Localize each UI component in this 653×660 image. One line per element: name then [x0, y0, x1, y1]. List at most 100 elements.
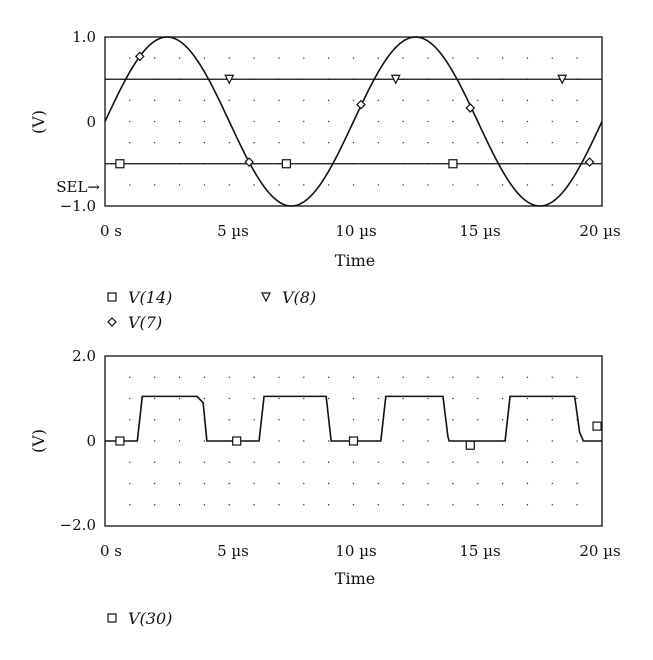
grid-dot — [576, 99, 578, 101]
grid-dot — [303, 99, 305, 101]
grid-dot — [203, 461, 205, 463]
y-tick-top-max: 1.0 — [72, 28, 96, 46]
grid-dot — [228, 142, 230, 144]
x-tick-top-0: 0 s — [100, 222, 122, 240]
grid-dot — [203, 57, 205, 59]
grid-dot — [477, 397, 479, 400]
grid-dot — [303, 142, 305, 144]
grid-dot — [278, 99, 280, 101]
grid-dot — [129, 397, 131, 400]
grid-dot — [452, 419, 454, 421]
grid-dot — [203, 184, 205, 186]
legend-square-marker — [107, 613, 117, 623]
grid-dot — [551, 504, 553, 506]
grid-dot — [303, 419, 305, 421]
grid-dot — [328, 99, 330, 101]
grid-dot — [154, 99, 156, 101]
grid-dot — [452, 461, 454, 463]
grid-dot — [502, 99, 504, 101]
grid-dot — [328, 120, 330, 123]
x-tick-bottom-5: 5 µs — [217, 542, 249, 560]
x-tick-bottom-15: 15 µs — [459, 542, 500, 560]
grid-dot — [377, 57, 379, 59]
grid-dot — [377, 376, 379, 378]
x-tick-top-10: 10 µs — [335, 222, 376, 240]
grid-dot — [154, 376, 156, 378]
grid-dot — [178, 120, 181, 123]
grid-dot — [303, 376, 305, 378]
grid-dot — [203, 397, 205, 400]
grid-dot — [129, 482, 131, 485]
grid-dot — [203, 482, 205, 485]
grid-dot — [228, 419, 230, 421]
grid-dot — [203, 99, 205, 101]
grid-dot — [576, 504, 578, 506]
grid-dot — [427, 440, 429, 442]
grid-dot — [228, 461, 230, 463]
grid-dot — [352, 142, 355, 144]
grid-dot — [502, 482, 504, 485]
legend-label-v30: V(30) — [128, 609, 172, 628]
series-v30-marker — [592, 421, 602, 431]
grid-dot — [377, 419, 379, 421]
grid-dot — [402, 440, 404, 442]
x-tick-top-15: 15 µs — [459, 222, 500, 240]
grid-dot — [502, 419, 504, 421]
series-v30-marker — [348, 436, 359, 446]
grid-dot — [178, 461, 181, 463]
grid-dot — [452, 142, 454, 144]
grid-dot — [328, 376, 330, 378]
grid-dot — [526, 184, 529, 186]
grid-dot — [526, 120, 529, 123]
grid-dot — [551, 142, 553, 144]
grid-dot — [278, 461, 280, 463]
grid-dot — [228, 57, 230, 59]
grid-dot — [154, 419, 156, 421]
grid-dot — [402, 120, 404, 123]
grid-dot — [203, 376, 205, 378]
grid-dot — [402, 376, 404, 378]
grid-dot — [402, 397, 404, 400]
grid-dot — [352, 482, 355, 485]
grid-dot — [427, 57, 429, 59]
grid-dot — [303, 482, 305, 485]
grid-dot — [178, 57, 181, 59]
grid-dot — [452, 504, 454, 506]
grid-dot — [303, 461, 305, 463]
grid-dot — [278, 376, 280, 378]
grid-dot — [228, 184, 230, 186]
grid-dot — [303, 120, 305, 123]
series-v8-marker — [224, 74, 235, 85]
grid-dot — [477, 99, 479, 101]
grid-dot — [352, 419, 355, 421]
grid-dot — [526, 482, 529, 485]
grid-dot — [452, 397, 454, 400]
grid-dot — [427, 397, 429, 400]
grid-dot — [328, 504, 330, 506]
y-tick-bottom-min: −2.0 — [60, 516, 96, 534]
grid-dot — [551, 461, 553, 463]
y-axis-title-bottom: (V) — [29, 429, 48, 453]
grid-dot — [551, 99, 553, 101]
grid-dot — [526, 504, 529, 506]
grid-dot — [129, 99, 131, 101]
legend-label-v7: V(7) — [128, 313, 162, 332]
grid-dot — [203, 440, 205, 442]
x-tick-bottom-10: 10 µs — [335, 542, 376, 560]
grid-dot — [129, 376, 131, 378]
grid-dot — [328, 461, 330, 463]
y-tick-bottom-max: 2.0 — [72, 347, 96, 365]
legend-label-v8: V(8) — [282, 288, 316, 307]
grid-dot — [526, 397, 529, 400]
grid-dot — [427, 461, 429, 463]
grid-dot — [377, 397, 379, 400]
grid-dot — [228, 504, 230, 506]
series-v30-marker — [232, 436, 242, 446]
grid-dot — [328, 184, 330, 186]
x-tick-bottom-20: 20 µs — [579, 542, 620, 560]
grid-dot — [253, 419, 255, 421]
series-v7-marker — [356, 99, 366, 110]
grid-dot — [502, 184, 504, 186]
grid-dot — [526, 142, 529, 144]
grid-dot — [228, 376, 230, 378]
